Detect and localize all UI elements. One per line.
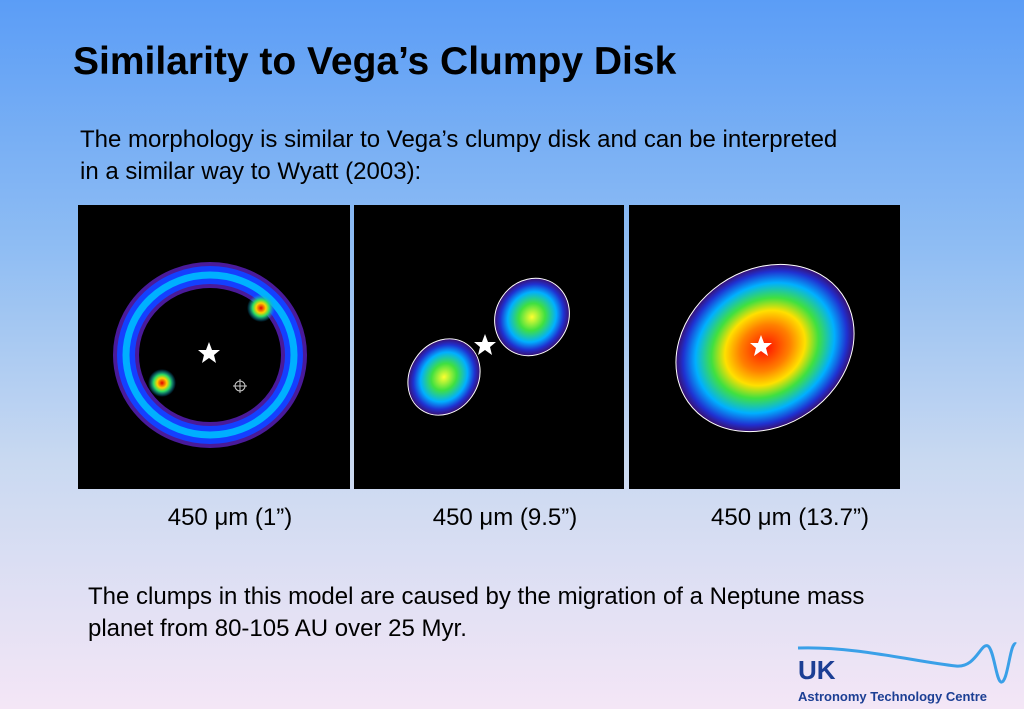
title: Similarity to Vega’s Clumpy Disk: [73, 40, 677, 83]
panel-image: [354, 205, 624, 489]
panel-image: [78, 205, 350, 489]
caption: 450 μm (1”): [167, 504, 293, 531]
panel-image: [629, 205, 900, 489]
intro-line: in a similar way to Wyatt (2003):: [80, 158, 422, 185]
intro: The morphology is similar to Vega’s clum…: [80, 124, 837, 188]
caption: 450 μm (9.5”): [432, 504, 578, 531]
logo-wave: [797, 642, 1018, 684]
logo-uk: UK: [798, 655, 836, 685]
conclusion-line: The clumps in this model are caused by t…: [88, 583, 865, 610]
logo-name: Astronomy Technology Centre: [798, 689, 988, 704]
caption: 450 μm (13.7”): [711, 504, 869, 531]
conclusion-line: planet from 80-105 AU over 25 Myr.: [88, 615, 467, 642]
intro-line: The morphology is similar to Vega’s clum…: [80, 126, 838, 153]
conclusion: The clumps in this model are caused by t…: [88, 581, 864, 645]
